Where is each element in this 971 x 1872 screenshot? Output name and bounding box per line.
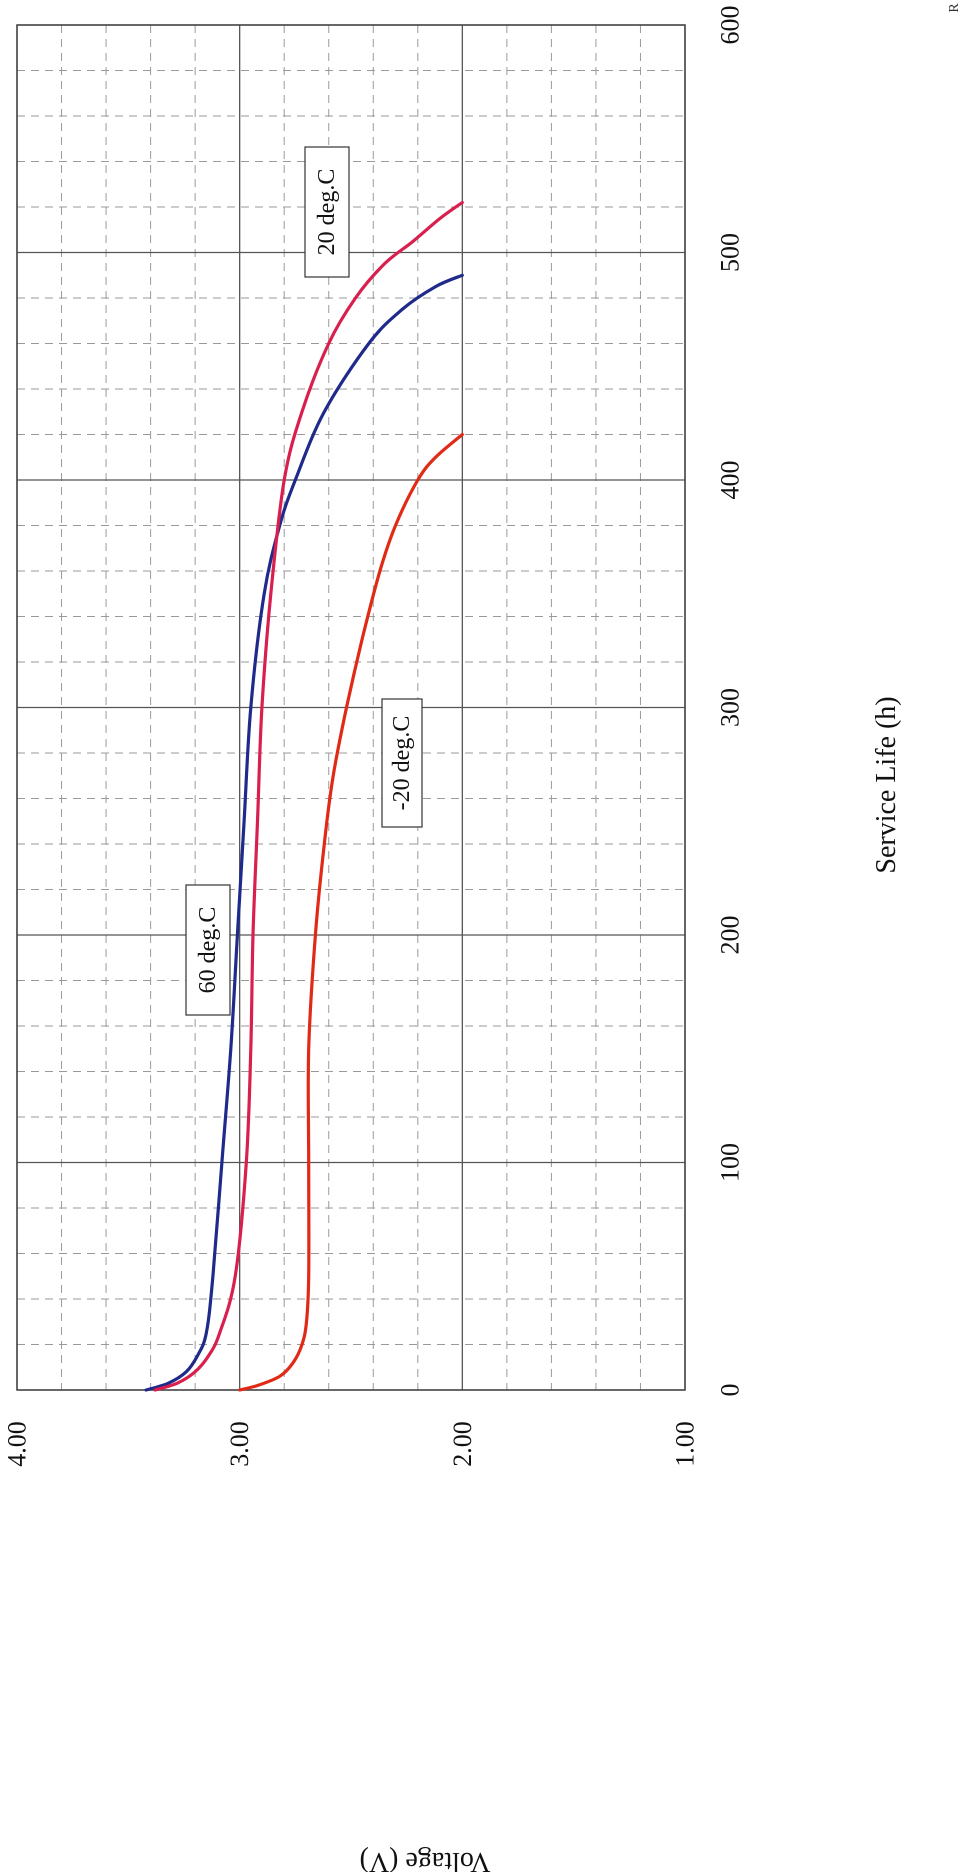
y-tick-label: 1.00 xyxy=(671,1421,700,1467)
plot-frame xyxy=(16,24,686,1391)
curve-label-box xyxy=(304,146,350,278)
curve-label-2: -20 deg.C xyxy=(381,698,423,828)
curve-label-0: 60 deg.C xyxy=(185,884,231,1016)
curve-label-text: -20 deg.C xyxy=(389,716,415,811)
series-line-2 xyxy=(238,432,464,1392)
curve-label-box xyxy=(381,698,423,828)
curve-label-1: 20 deg.C xyxy=(304,146,350,278)
y-axis-label: Voltage (V) xyxy=(360,1846,491,1872)
x-tick-label: 100 xyxy=(716,1143,745,1182)
x-tick-label: 200 xyxy=(716,916,745,955)
series-line-0 xyxy=(144,273,464,1392)
x-tick-label: 500 xyxy=(716,233,745,272)
curve-label-box xyxy=(185,884,231,1016)
y-tick-labels: 1.00 2.00 3.00 4.00 xyxy=(3,1421,700,1467)
x-axis-label: Service Life (h) xyxy=(871,696,902,873)
x-tick-label: 300 xyxy=(716,688,745,727)
x-tick-label: 400 xyxy=(716,461,745,500)
annotation-layer: 60 deg.C 20 deg.C -20 deg.C xyxy=(185,146,423,1016)
corner-text: R xyxy=(947,3,962,13)
curve-label-text: 60 deg.C xyxy=(195,907,221,994)
x-tick-labels: 0 100 200 300 400 500 600 xyxy=(716,6,745,1397)
y-tick-label: 3.00 xyxy=(225,1421,254,1467)
curve-label-text: 20 deg.C xyxy=(314,169,340,256)
x-tick-label: 0 xyxy=(716,1384,745,1397)
y-tick-label: 2.00 xyxy=(448,1421,477,1467)
x-tick-label: 600 xyxy=(716,6,745,45)
y-tick-label: 4.00 xyxy=(3,1421,32,1467)
series-layer xyxy=(144,200,464,1392)
series-line-1 xyxy=(153,200,464,1392)
